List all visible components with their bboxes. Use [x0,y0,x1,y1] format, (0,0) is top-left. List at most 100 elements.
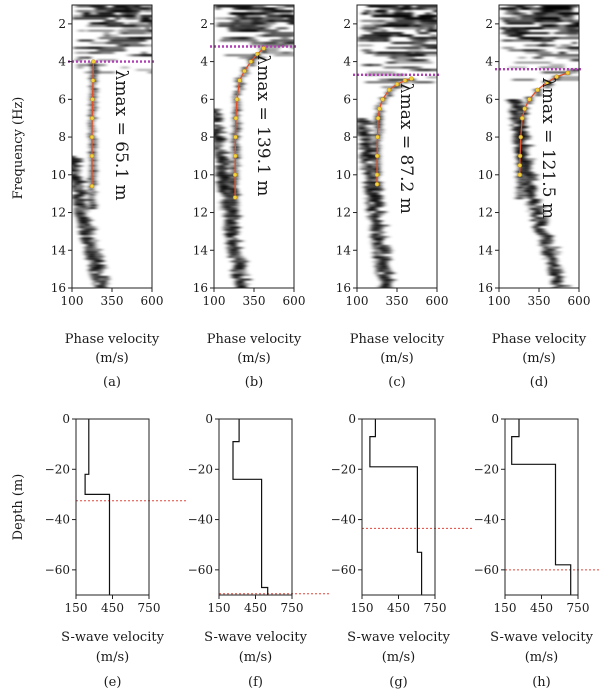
panel-c-picked-point [409,76,414,81]
panel-h-label: (h) [532,675,551,690]
panel-g-x-axis-unit: (m/s) [382,650,416,665]
panel-h-x-axis-unit: (m/s) [525,650,559,665]
panel-c-x-axis-unit: (m/s) [380,351,414,366]
panel-b-x-tick-label: 350 [243,294,266,308]
panel-d-picked-point [517,163,523,168]
panel-c-y-tick-label: 12 [336,206,351,220]
panel-c-y-tick-label: 14 [336,243,352,257]
panel-c-y-tick-label: 10 [336,168,351,182]
panel-g: 0 −20 −40 −60 150 450 750 S-wave velocity (m/s) (… [331,412,474,690]
panel-d-picked-point [544,80,550,85]
panel-d-picked-point [522,106,527,112]
top-y-axis-label: Frequency (Hz) [11,97,26,200]
panel-a-x-axis-unit: (m/s) [95,351,129,366]
panel-c-picked-point [377,106,382,112]
panel-c-y-tick-label: 8 [343,130,351,144]
panel-f-frame [218,418,293,596]
panel-a-x-tick-label: 350 [101,294,124,308]
panel-a-picked-point [90,97,95,102]
panel-h-y-tick-label: −20 [474,462,499,476]
panel-d-x-tick-label: 350 [528,294,551,308]
panel-d-y-tick-label: 2 [485,17,493,31]
panel-a-x-tick-label: 600 [141,294,164,308]
panel-g-y-tick-label: −40 [331,513,356,527]
panel-c-picked-point [386,87,392,93]
panel-b-x-tick-label: 600 [283,294,306,308]
panel-c-picked-point [374,181,380,187]
panel-d-image [499,5,579,288]
panel-b-x-axis-unit: (m/s) [237,351,271,366]
panel-b-picked-point [234,97,240,102]
panel-c-lambda-annotation: λmax = 87.2 m [396,83,416,214]
panel-c-x-tick-label: 350 [386,294,409,308]
panel-h-x-tick-label: 150 [494,601,517,615]
panel-c-label: (c) [388,375,405,390]
panel-e: 0 −20 −40 −60 150 450 750 S-wave velocity (m/s) (… [45,412,188,690]
panel-c-picked-point [394,81,400,87]
panel-c-y-tick-label: 4 [343,55,351,69]
panel-d-picked-point [565,70,571,76]
panel-g-y-tick-label: −60 [331,563,356,577]
bottom-y-axis-label: Depth (m) [11,474,26,541]
panel-c-y-tick-label: 6 [343,92,351,106]
panel-e-x-tick-label: 750 [138,601,161,615]
panel-a-picked-point [89,134,95,140]
panel-a-x-axis-label: Phase velocity [65,332,160,347]
panel-f-x-axis-unit: (m/s) [239,650,273,665]
panel-b-lambda-annotation: λmax = 139.1 m [253,55,273,197]
panel-b-picked-point [233,115,239,121]
panel-a-picked-point [89,153,95,159]
panel-g-x-tick-label: 750 [424,601,447,615]
panel-c-energy [357,5,437,288]
panel-h-y-tick-label: 0 [491,412,499,426]
panel-h-velocity-profile [511,419,572,595]
panel-e-y-tick-label: −60 [45,563,70,577]
panel-d-picked-point [519,115,525,121]
panel-f-y-tick-label: −40 [188,513,213,527]
panel-c-picked-point [402,78,408,83]
panel-b-picked-point [242,68,247,74]
panel-h-y-tick-label: −40 [474,513,499,527]
panel-c-x-tick-label: 600 [426,294,449,308]
panel-d-picked-point [554,74,559,79]
panel-g-x-axis-label: S-wave velocity [347,630,451,645]
panel-e-x-tick-label: 150 [65,601,88,615]
panel-e-velocity-profile [84,419,111,595]
panel-c-picked-point [374,153,380,159]
panel-d-picked-point [535,87,540,93]
panel-b-y-tick-label: 10 [193,168,208,182]
panel-b-picked-point [237,78,242,83]
panel-d-x-tick-label: 600 [568,294,591,308]
panel-e-frame [75,418,150,596]
panel-c-picked-point [374,172,380,178]
panel-d-x-axis-label: Phase velocity [492,332,587,347]
panel-b-picked-point [233,134,238,140]
panel-c-image [357,5,437,288]
panel-a-y-tick-label: 2 [58,17,66,31]
panel-h: 0 −20 −40 −60 150 450 750 S-wave velocity (m/s) (… [474,412,600,690]
panel-a-x-tick-label: 100 [61,294,84,308]
panel-a-y-tick-label: 4 [58,55,66,69]
panel-b-y-tick-label: 8 [200,130,208,144]
panel-e-y-tick-label: −20 [45,462,70,476]
panel-b-picked-point [233,153,238,159]
panel-d-y-tick-label: 4 [485,55,493,69]
panel-b-y-tick-label: 2 [200,17,208,31]
panel-d-picked-point [517,153,523,159]
panel-d-y-tick-label: 16 [478,281,493,295]
panel-b-x-axis-label: Phase velocity [207,332,302,347]
panel-e-x-axis-unit: (m/s) [96,650,130,665]
panel-c-x-axis-label: Phase velocity [350,332,445,347]
panel-h-x-tick-label: 750 [567,601,590,615]
panel-d-lambda-annotation: λmax = 121.5 m [538,77,558,219]
panel-g-frame [361,418,436,596]
panel-c-picked-point [375,134,380,140]
panel-g-y-tick-label: −20 [331,462,356,476]
panel-h-frame [504,418,579,596]
panel-g-y-tick-label: 0 [348,412,356,426]
panel-b-x-tick-label: 100 [203,294,226,308]
